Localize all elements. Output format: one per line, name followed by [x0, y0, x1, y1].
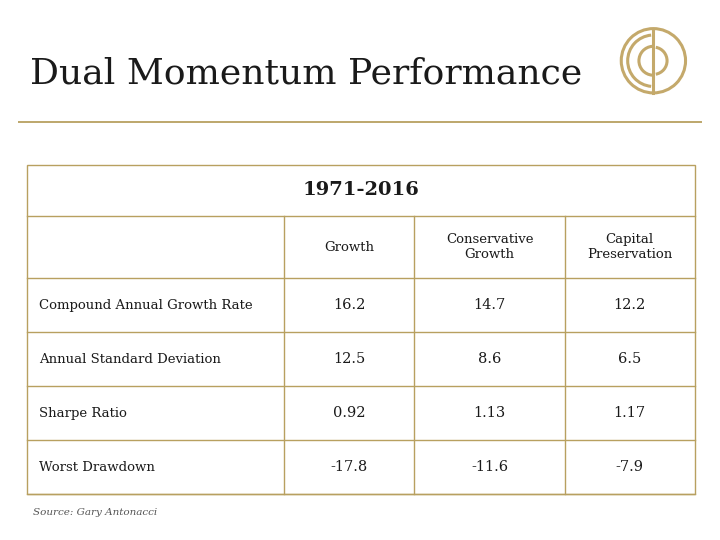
Text: 16.2: 16.2 [333, 298, 366, 312]
Text: 1.13: 1.13 [474, 406, 505, 420]
Text: Sharpe Ratio: Sharpe Ratio [40, 407, 127, 420]
Text: 0.92: 0.92 [333, 406, 366, 420]
Text: 8.6: 8.6 [478, 352, 501, 366]
Text: -11.6: -11.6 [471, 460, 508, 474]
Text: -17.8: -17.8 [330, 460, 368, 474]
Text: Worst Drawdown: Worst Drawdown [40, 461, 156, 474]
Text: Compound Annual Growth Rate: Compound Annual Growth Rate [40, 299, 253, 312]
Text: 12.2: 12.2 [613, 298, 646, 312]
Text: Capital
Preservation: Capital Preservation [587, 233, 672, 261]
Text: -7.9: -7.9 [616, 460, 644, 474]
Text: 12.5: 12.5 [333, 352, 366, 366]
Text: Conservative
Growth: Conservative Growth [446, 233, 534, 261]
Text: 1.17: 1.17 [613, 406, 646, 420]
Text: Growth: Growth [325, 240, 374, 254]
Text: Dual Momentum Performance: Dual Momentum Performance [30, 57, 582, 91]
Text: Source: Gary Antonacci: Source: Gary Antonacci [33, 508, 158, 517]
Text: 14.7: 14.7 [474, 298, 505, 312]
Text: 6.5: 6.5 [618, 352, 642, 366]
Text: Annual Standard Deviation: Annual Standard Deviation [40, 353, 221, 366]
Text: 1971-2016: 1971-2016 [302, 181, 420, 199]
